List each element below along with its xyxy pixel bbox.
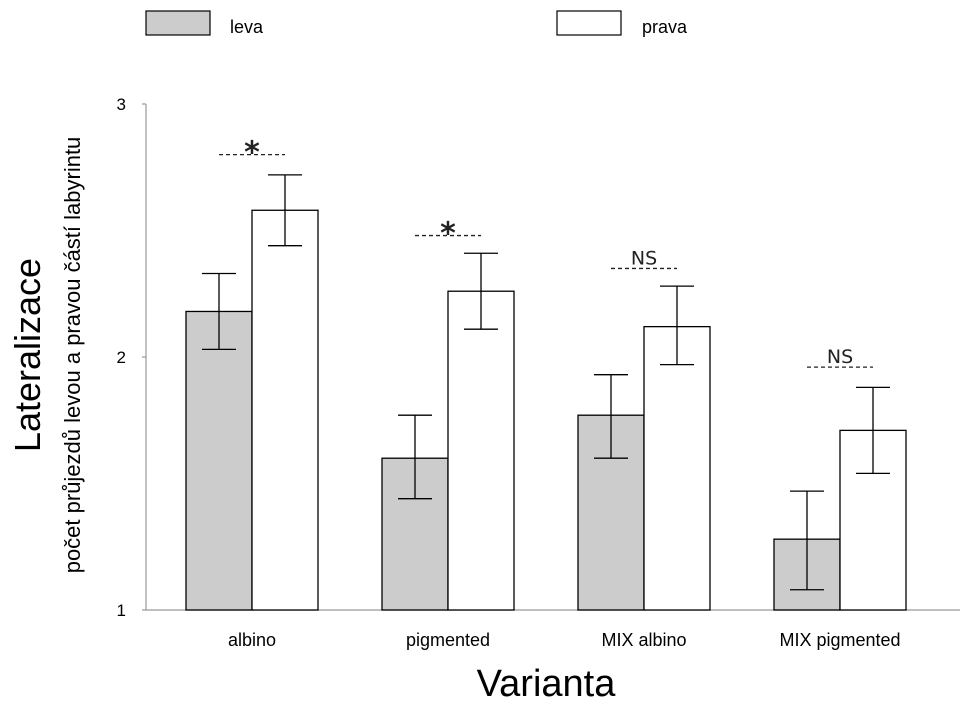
bars [185,209,907,611]
legend: leva prava [145,10,688,37]
legend-label: prava [642,17,688,37]
error-bars [202,174,890,591]
y-tick-label: 2 [117,348,126,367]
error-bar-prava [660,285,694,366]
y-tick-label: 1 [117,601,126,620]
legend-item-prava: prava [556,10,688,37]
significance-marker: * [219,136,285,171]
error-bar-prava [856,386,890,475]
y-axis-label: Lateralizace [7,258,48,452]
x-axis-label: Varianta [477,663,617,701]
x-tick-label: MIX pigmented [779,630,900,650]
y-tick-label: 3 [117,95,126,114]
bar-prava [251,209,319,611]
bar-prava [643,325,711,611]
significance-label: * [440,217,456,252]
error-bar-leva [398,414,432,500]
legend-swatch [556,10,622,36]
significance-marker: * [415,217,481,252]
error-bar-prava [268,174,302,247]
x-tick-label: albino [228,630,276,650]
significance-label: NS [631,247,657,269]
legend-swatch [145,10,211,36]
legend-item-leva: leva [145,10,264,37]
bar-leva [185,310,253,611]
error-bar-leva [594,374,628,459]
x-tick-label: MIX albino [601,630,686,650]
error-bar-leva [790,490,824,591]
significance-label: NS [827,346,853,368]
significance-label: * [244,136,260,171]
legend-label: leva [230,17,264,37]
significance-marker: NS [611,247,677,269]
x-axis-categories: albino pigmented MIX albino MIX pigmented [228,630,901,650]
error-bar-prava [464,252,498,330]
significance-annotations: * * NS NS [219,136,873,368]
significance-marker: NS [807,346,873,368]
y-axis-sublabel: počet průjezdů levou a pravou částí laby… [60,137,85,574]
bar-prava [447,290,515,611]
x-tick-label: pigmented [406,630,490,650]
error-bar-leva [202,272,236,351]
